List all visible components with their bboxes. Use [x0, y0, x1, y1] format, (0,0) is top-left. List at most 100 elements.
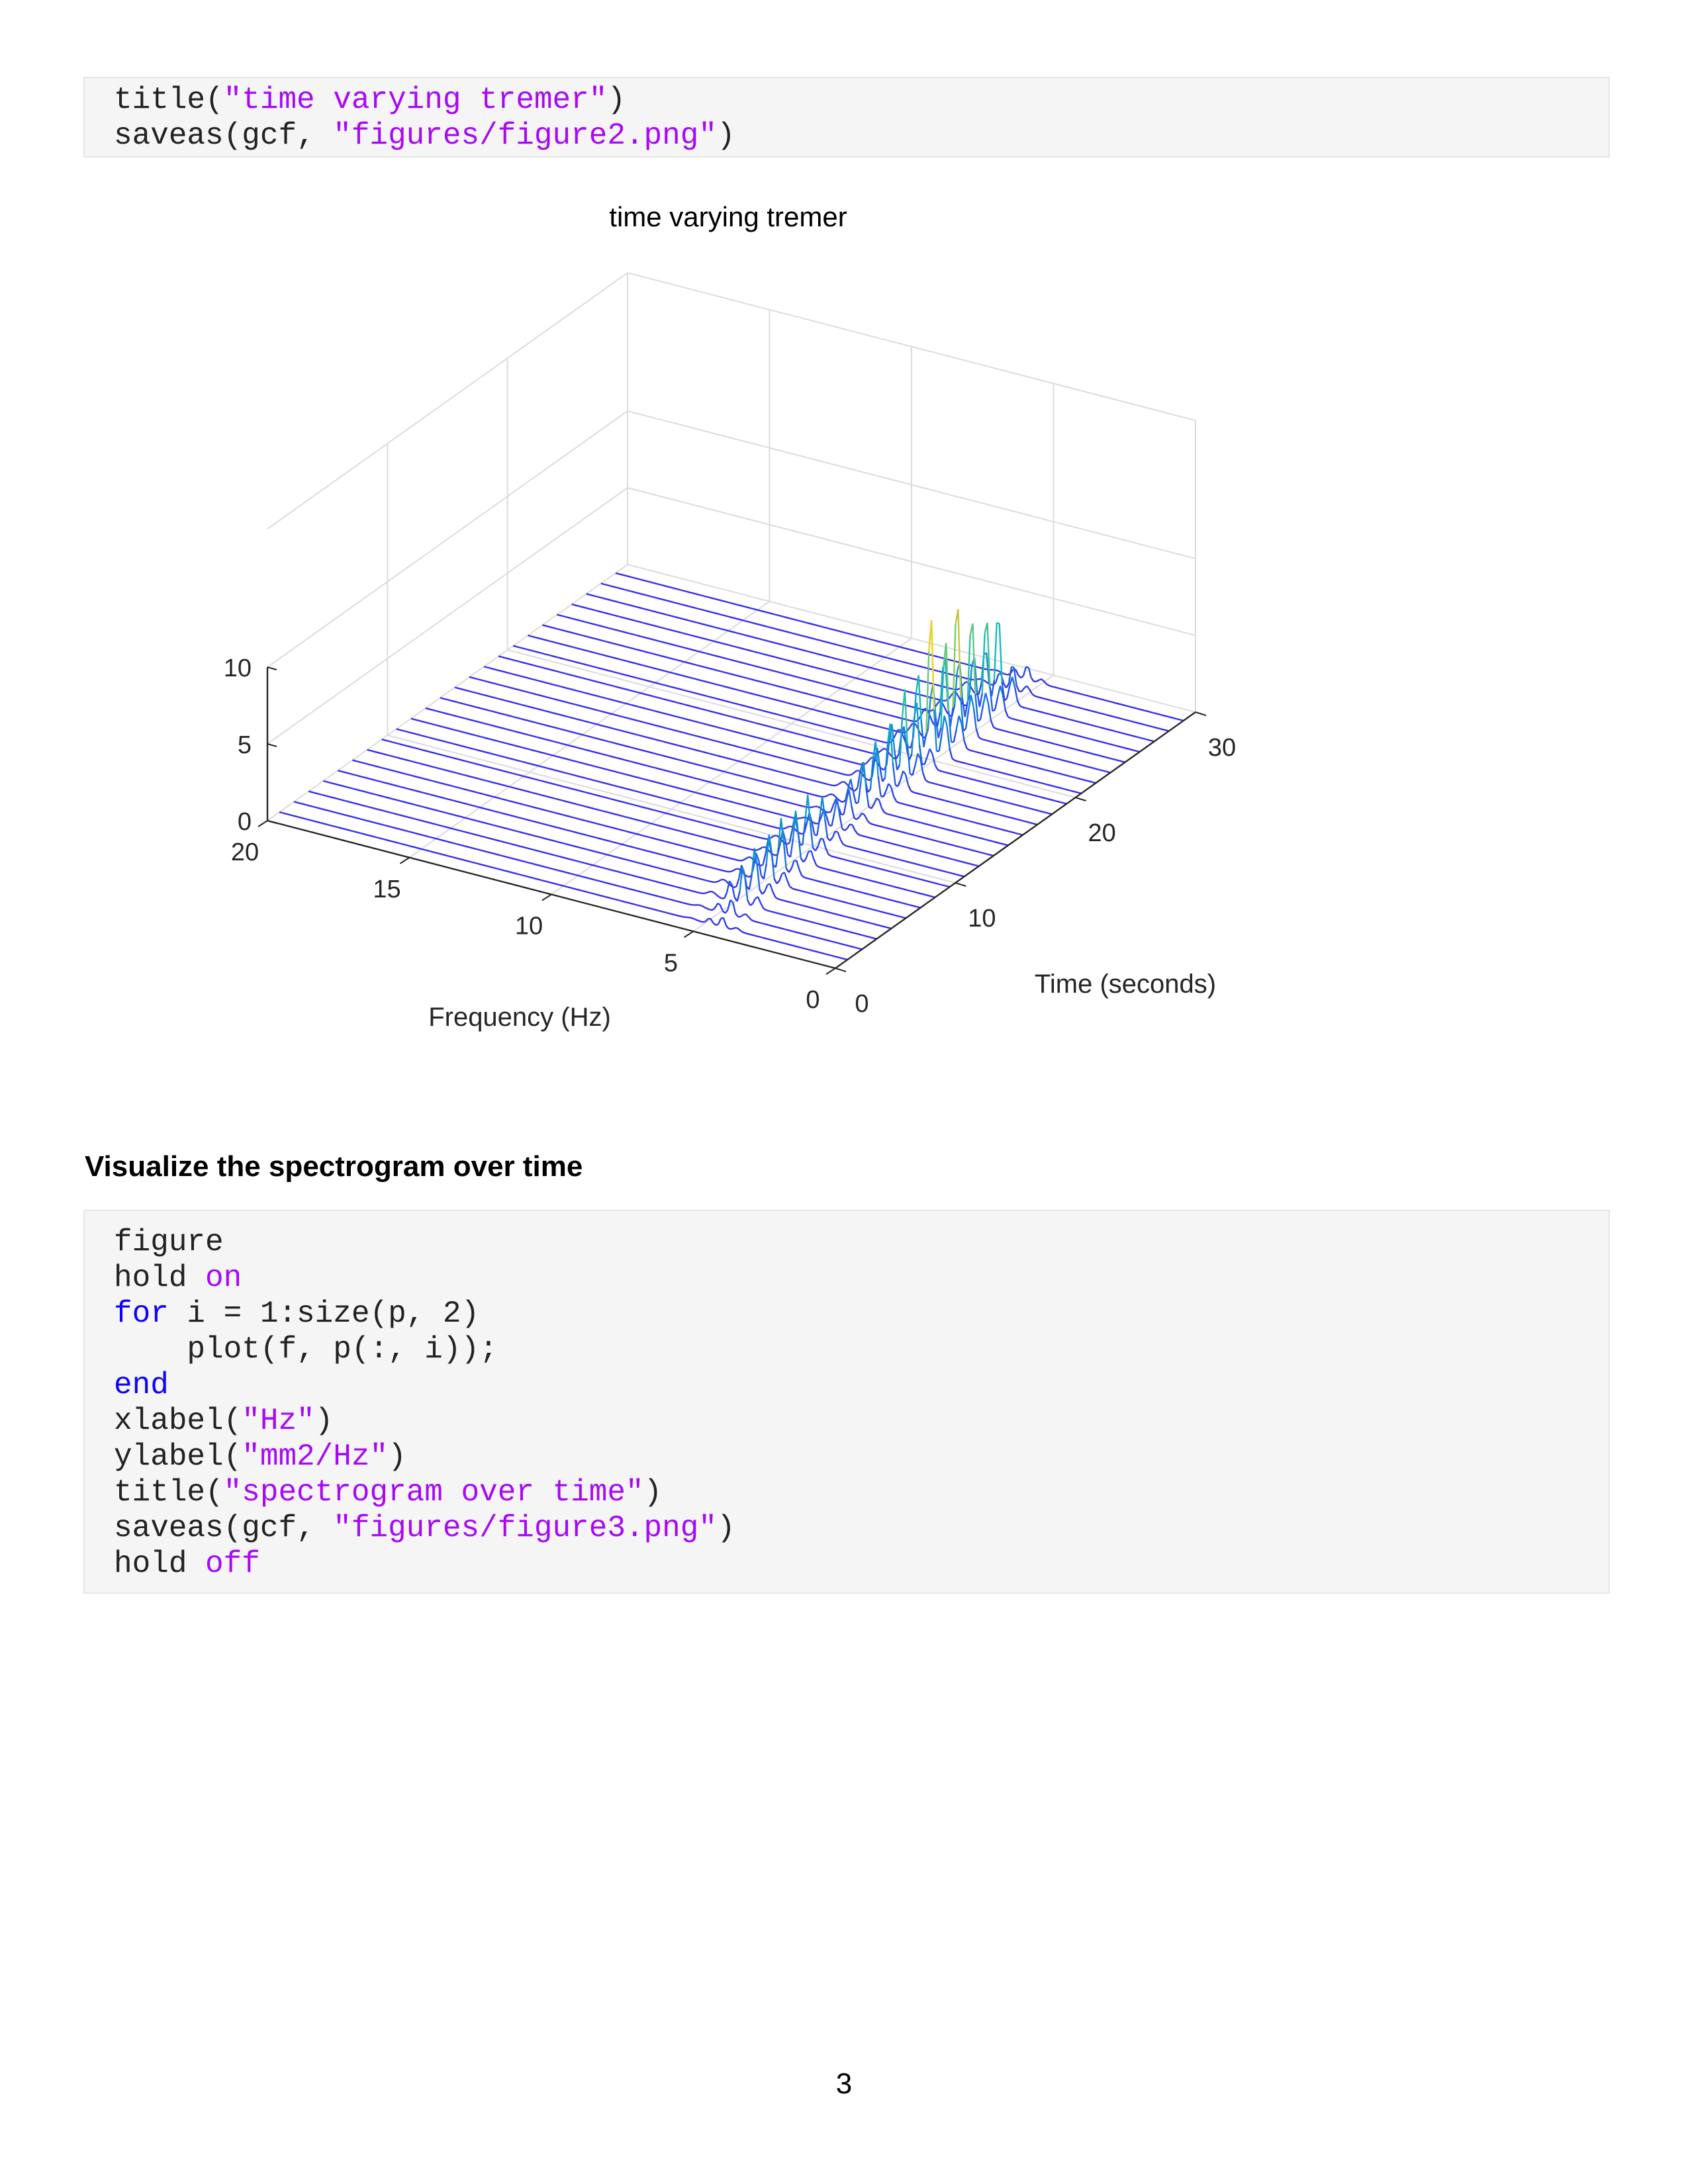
series-segment [788, 659, 792, 662]
series-segment [735, 660, 738, 662]
series-segment [757, 779, 761, 782]
series-segment [878, 924, 882, 927]
series-segment [913, 664, 916, 666]
series-segment [565, 630, 569, 633]
series-segment [442, 768, 445, 771]
series-segment [611, 883, 615, 886]
series-segment [614, 856, 618, 858]
series-segment [574, 859, 578, 862]
series-segment [1015, 761, 1019, 764]
series-segment [1111, 715, 1115, 718]
series-segment [912, 692, 915, 694]
series-segment [786, 631, 790, 633]
series-segment [426, 764, 430, 767]
series-segment [680, 816, 684, 819]
series-segment [639, 635, 643, 638]
series-segment [898, 717, 902, 719]
series-segment [570, 788, 573, 790]
series-segment [772, 684, 775, 686]
series-segment [935, 698, 939, 701]
series-segment [1014, 790, 1018, 792]
series-segment [756, 722, 760, 725]
series-segment [1000, 757, 1004, 760]
series-segment [687, 719, 691, 721]
series-segment [551, 811, 555, 813]
series-segment [690, 634, 694, 637]
series-segment [677, 673, 680, 676]
series-segment [942, 813, 946, 816]
series-segment [731, 730, 735, 733]
series-segment [538, 722, 541, 725]
series-segment [620, 857, 624, 860]
series-segment [556, 727, 559, 730]
series-segment [765, 835, 770, 864]
series-segment [554, 741, 558, 743]
series-segment [704, 906, 708, 909]
series-segment [1070, 747, 1074, 750]
series-segment [888, 751, 892, 756]
series-segment [479, 721, 483, 724]
series-segment [631, 747, 634, 749]
series-segment [593, 794, 596, 796]
series-segment [947, 857, 951, 860]
series-segment [751, 764, 755, 766]
series-segment [850, 846, 854, 849]
series-segment [640, 735, 644, 737]
series-segment [784, 645, 788, 647]
series-segment [835, 942, 839, 944]
series-segment [528, 649, 532, 652]
series-segment [892, 871, 896, 874]
series-segment [1160, 728, 1164, 731]
series-segment [927, 697, 932, 729]
series-segment [776, 926, 780, 929]
series-segment [657, 668, 660, 670]
series-segment [824, 925, 828, 927]
series-segment [1044, 811, 1047, 814]
series-segment [629, 632, 632, 635]
series-segment [806, 707, 810, 709]
series-segment [750, 749, 754, 752]
series-segment [878, 799, 883, 808]
series-segment [1025, 764, 1029, 766]
series-segment [1084, 722, 1088, 725]
series-segment [583, 748, 586, 751]
series-segment [565, 658, 568, 661]
series-segment [816, 695, 820, 698]
series-segment [845, 930, 849, 933]
series-segment [498, 698, 502, 701]
series-segment [652, 809, 656, 811]
series-segment [815, 638, 818, 641]
series-segment [471, 705, 474, 707]
series-segment [812, 893, 816, 895]
series-segment [910, 790, 914, 794]
series-segment [1070, 775, 1073, 778]
series-segment [1086, 709, 1090, 711]
series-segment [932, 853, 935, 856]
series-segment [714, 768, 717, 770]
series-segment [571, 816, 575, 819]
series-segment [693, 890, 696, 893]
series-segment [528, 805, 531, 807]
series-segment [976, 666, 980, 668]
series-segment [720, 670, 724, 673]
series-segment [839, 630, 843, 633]
series-segment [796, 619, 800, 622]
series-segment [766, 753, 769, 756]
series-segment [454, 729, 458, 732]
series-segment [1002, 758, 1006, 760]
series-segment [831, 870, 835, 872]
series-segment [813, 858, 818, 866]
series-segment [680, 901, 684, 904]
series-segment [717, 698, 720, 701]
series-segment [677, 844, 681, 846]
series-segment [716, 811, 720, 814]
series-segment [563, 715, 567, 717]
series-segment [359, 761, 363, 764]
series-segment [602, 725, 605, 727]
series-segment [724, 615, 728, 617]
series-segment [602, 612, 606, 614]
series-segment [833, 856, 837, 858]
series-segment [611, 670, 614, 673]
series-segment [614, 813, 618, 816]
series-segment [1021, 735, 1025, 737]
